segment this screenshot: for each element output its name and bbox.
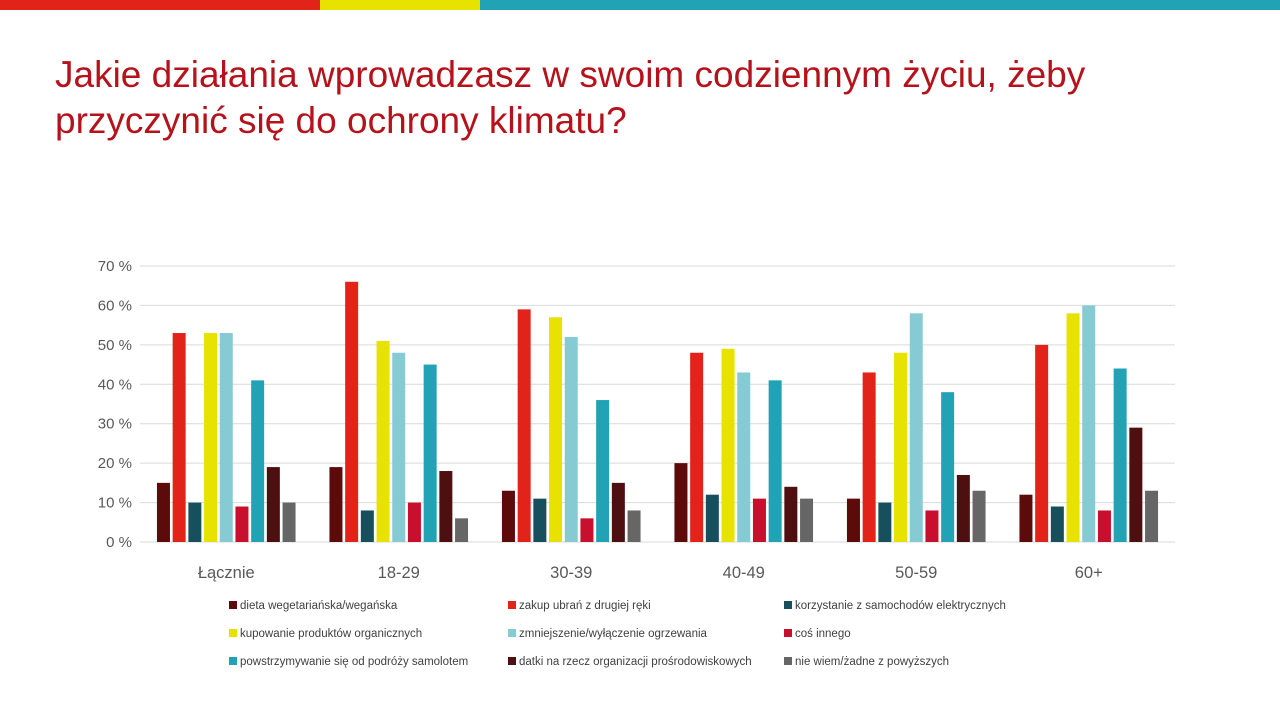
bar: [1019, 494, 1033, 542]
top-bar-teal-segment: [480, 0, 1280, 10]
bar: [705, 494, 719, 542]
legend-swatch: [229, 629, 237, 637]
x-tick-label: 18-29: [378, 564, 420, 582]
legend-label: datki na rzecz organizacji prośrodowisko…: [519, 656, 752, 668]
bar: [768, 380, 782, 542]
legend-label: korzystanie z samochodów elektrycznych: [795, 600, 1006, 612]
bar: [360, 510, 374, 542]
bar: [1035, 344, 1049, 542]
y-tick-label: 30 %: [98, 416, 132, 433]
bar: [894, 352, 908, 542]
bar: [392, 352, 406, 542]
bar: [941, 392, 955, 542]
bar: [1082, 305, 1096, 542]
bar: [235, 506, 249, 542]
bar: [972, 490, 986, 542]
bar: [251, 380, 265, 542]
bar: [533, 498, 547, 542]
bar: [1113, 368, 1127, 542]
bar: [188, 502, 202, 542]
bar: [862, 372, 876, 542]
x-tick-label: 40-49: [723, 564, 765, 582]
bar: [439, 471, 453, 542]
legend-label: dieta wegetariańska/wegańska: [240, 600, 398, 612]
bar: [1097, 510, 1111, 542]
legend-swatch: [229, 601, 237, 609]
slide-title-line-2: przyczynić się do ochrony klimatu?: [55, 100, 627, 141]
bar: [611, 482, 625, 542]
bar: [549, 317, 563, 542]
bar: [517, 309, 531, 542]
bar: [329, 467, 343, 542]
bar: [1050, 506, 1064, 542]
bar: [407, 502, 421, 542]
bar: [580, 518, 594, 542]
bar: [204, 333, 218, 542]
legend-label: powstrzymywanie się od podróży samolotem: [240, 656, 468, 668]
bar: [784, 486, 798, 542]
legend-label: kupowanie produktów organicznych: [240, 628, 422, 640]
legend-swatch: [508, 629, 516, 637]
bar: [737, 372, 751, 542]
y-tick-label: 20 %: [98, 455, 132, 472]
x-tick-label: 60+: [1075, 564, 1103, 582]
slide-title: Jakie działania wprowadzasz w swoim codz…: [55, 52, 1235, 144]
bar: [674, 463, 688, 542]
legend-swatch: [508, 657, 516, 665]
bar: [846, 498, 860, 542]
y-tick-label: 70 %: [98, 258, 132, 275]
bar: [956, 474, 970, 542]
y-tick-label: 60 %: [98, 297, 132, 314]
top-bar-red-segment: [0, 0, 320, 10]
bar: [925, 510, 939, 542]
bar: [627, 510, 641, 542]
legend-swatch: [784, 629, 792, 637]
bar: [219, 333, 233, 542]
legend-swatch: [229, 657, 237, 665]
bar: [282, 502, 296, 542]
bar: [596, 400, 610, 542]
bar: [878, 502, 892, 542]
top-bar-yellow-segment: [320, 0, 480, 10]
bar: [690, 352, 704, 542]
bar: [172, 333, 186, 542]
bar: [345, 281, 359, 542]
bar: [752, 498, 766, 542]
bar: [1066, 313, 1080, 542]
legend-label: zmniejszenie/wyłączenie ogrzewania: [519, 628, 708, 640]
legend-label: coś innego: [795, 628, 851, 640]
legend-label: zakup ubrań z drugiej ręki: [519, 600, 651, 612]
bar: [721, 348, 735, 542]
legend-swatch: [508, 601, 516, 609]
bar: [909, 313, 923, 542]
bar: [1129, 427, 1143, 542]
bar: [423, 364, 437, 542]
y-tick-label: 0 %: [106, 534, 132, 551]
x-tick-label: 30-39: [550, 564, 592, 582]
bar: [501, 490, 515, 542]
top-color-bar: [0, 0, 1280, 10]
legend-swatch: [784, 657, 792, 665]
x-tick-label: Łącznie: [198, 564, 255, 582]
bar: [1145, 490, 1159, 542]
bar: [564, 336, 578, 542]
x-tick-label: 50-59: [895, 564, 937, 582]
bar: [455, 518, 469, 542]
bar: [376, 340, 390, 542]
y-tick-label: 50 %: [98, 337, 132, 354]
legend-label: nie wiem/żadne z powyższych: [795, 656, 949, 668]
bar: [156, 482, 170, 542]
bar: [800, 498, 814, 542]
y-tick-label: 10 %: [98, 495, 132, 512]
bar: [266, 467, 280, 542]
slide-title-line-1: Jakie działania wprowadzasz w swoim codz…: [55, 54, 1086, 95]
y-tick-label: 40 %: [98, 376, 132, 393]
legend-swatch: [784, 601, 792, 609]
